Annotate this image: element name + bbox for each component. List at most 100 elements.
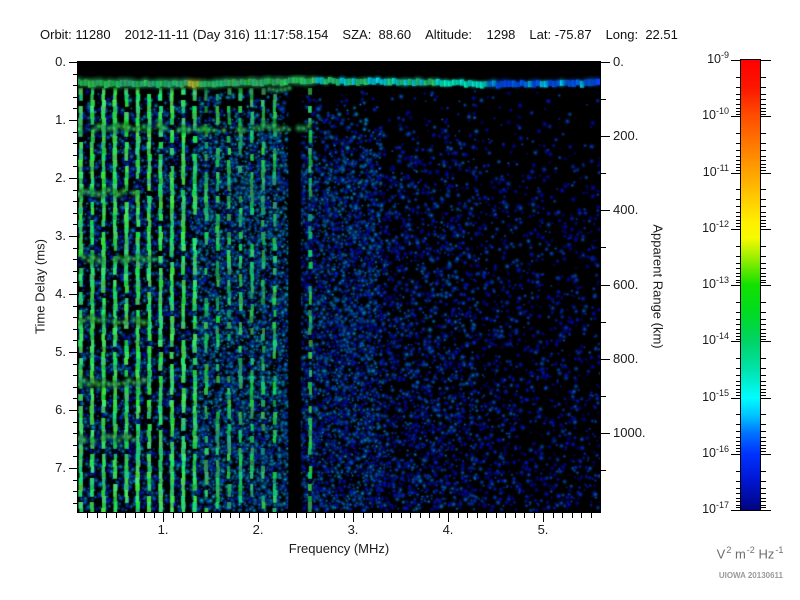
tick-mark: [761, 493, 766, 495]
tick-mark: [334, 513, 335, 518]
colorbar-tick-label: 10-11: [702, 162, 729, 179]
tick-mark: [736, 441, 741, 443]
tick-mark: [73, 444, 78, 446]
tick-mark: [736, 223, 741, 225]
tick-mark: [590, 513, 592, 518]
tick-mark: [73, 212, 78, 214]
tick-label: 400.: [613, 202, 639, 218]
tick-mark: [277, 513, 278, 518]
tick-mark: [761, 220, 766, 222]
tick-mark: [761, 332, 766, 334]
tick-mark: [736, 385, 741, 387]
colorbar-unit-label: V2 m-2 Hz-1: [716, 545, 784, 562]
tick-mark: [400, 513, 402, 518]
tick-mark: [87, 513, 89, 518]
plot-area: [77, 61, 601, 513]
tick-mark: [73, 73, 78, 75]
tick-mark: [761, 318, 766, 320]
tick-mark: [736, 414, 741, 416]
tick-mark: [73, 189, 78, 191]
tick-mark: [601, 62, 610, 63]
tick-mark: [296, 513, 297, 518]
tick-mark: [761, 167, 766, 169]
altitude-value: Altitude: 1298: [425, 27, 516, 42]
tick-mark: [761, 245, 766, 247]
tick-mark: [736, 448, 741, 450]
tick-mark: [736, 226, 741, 228]
tick-mark: [761, 211, 766, 213]
tick-mark: [731, 116, 741, 118]
tick-mark: [736, 368, 741, 370]
tick-mark: [761, 107, 766, 109]
tick-mark: [761, 160, 766, 162]
tick-label: 4.: [55, 285, 66, 301]
tick-mark: [73, 479, 78, 481]
tick-mark: [736, 394, 741, 396]
tick-mark: [601, 395, 606, 397]
tick-mark: [761, 301, 766, 303]
tick-mark: [736, 507, 741, 509]
tick-mark: [601, 210, 610, 212]
tick-mark: [353, 513, 354, 522]
tick-mark: [761, 380, 766, 382]
tick-mark: [761, 324, 766, 326]
colorbar-tick-label: 10-12: [702, 218, 729, 235]
tick-label: 4.: [442, 522, 454, 537]
tick-mark: [761, 487, 766, 489]
tick-label: 0.: [55, 54, 66, 69]
tick-mark: [736, 160, 741, 162]
tick-mark: [324, 513, 326, 518]
tick-mark: [736, 493, 741, 495]
tick-mark: [731, 172, 741, 174]
tick-mark: [761, 163, 766, 165]
tick-mark: [438, 513, 440, 518]
tick-mark: [601, 247, 606, 249]
tick-mark: [761, 206, 766, 208]
orbit-value: Orbit: 11280: [40, 27, 111, 42]
tick-mark: [144, 513, 146, 518]
tick-mark: [736, 301, 741, 303]
tick-mark: [736, 504, 741, 506]
tick-mark: [761, 445, 766, 447]
tick-mark: [761, 441, 766, 443]
latitude-value: Lat: -75.87: [529, 27, 592, 42]
tick-mark: [182, 513, 184, 518]
tick-label: 600.: [613, 276, 639, 292]
tick-mark: [552, 513, 554, 518]
tick-mark: [736, 332, 741, 334]
tick-mark: [761, 392, 766, 394]
tick-mark: [73, 282, 78, 284]
tick-mark: [736, 189, 741, 191]
tick-mark: [761, 279, 766, 281]
tick-mark: [761, 510, 771, 511]
tick-mark: [761, 262, 766, 264]
tick-mark: [601, 173, 606, 175]
tick-mark: [73, 131, 78, 133]
tick-mark: [761, 268, 766, 270]
tick-mark: [761, 199, 766, 201]
tick-mark: [761, 341, 771, 343]
tick-mark: [736, 103, 741, 105]
tick-mark: [761, 385, 766, 387]
tick-mark: [736, 497, 741, 499]
datetime-value: 2012-11-11 (Day 316) 11:17:58.154: [124, 27, 329, 42]
tick-mark: [286, 513, 288, 518]
tick-mark: [73, 421, 78, 423]
tick-mark: [69, 467, 78, 469]
tick-mark: [419, 513, 421, 518]
tick-mark: [761, 480, 766, 482]
tick-mark: [73, 375, 78, 377]
tick-mark: [315, 513, 316, 518]
tick-mark: [761, 169, 766, 171]
tick-mark: [73, 108, 78, 110]
tick-label: 200.: [613, 128, 639, 144]
tick-mark: [125, 513, 127, 518]
tick-mark: [761, 155, 766, 157]
tick-mark: [736, 133, 741, 135]
tick-mark: [761, 338, 766, 340]
tick-mark: [761, 60, 771, 61]
tick-mark: [731, 60, 741, 61]
tick-mark: [761, 116, 771, 118]
tick-mark: [736, 451, 741, 453]
tick-mark: [543, 513, 544, 522]
